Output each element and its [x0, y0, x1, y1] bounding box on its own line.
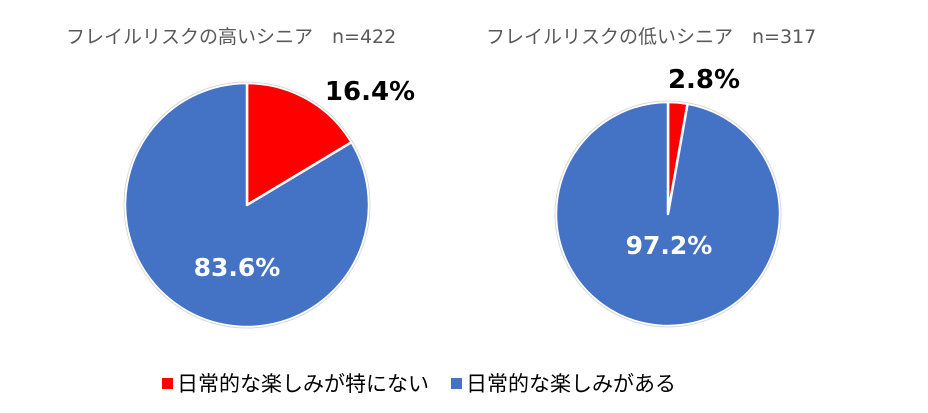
- pie-1-outline: [554, 100, 782, 328]
- pie-0-outline: [123, 81, 371, 329]
- pie-0-data-label-have: 83.6%: [194, 253, 281, 282]
- pie-1-slice-have: [554, 100, 782, 328]
- legend-swatch-have: [451, 377, 462, 389]
- pie-0-slice-not-have: [245, 81, 353, 207]
- legend-label-not-have: 日常的な楽しみが特にない: [177, 372, 429, 396]
- pie-0-slice-have: [123, 81, 371, 329]
- legend-item-not-have: 日常的な楽しみが特にない: [162, 368, 429, 398]
- chart-title-high-risk: フレイルリスクの高いシニア n=422: [66, 26, 397, 48]
- legend-label-have: 日常的な楽しみがある: [466, 372, 676, 396]
- pie-1-data-label-not-have: 2.8%: [668, 65, 740, 95]
- chart-title-low-risk: フレイルリスクの低いシニア n=317: [486, 26, 817, 48]
- legend-swatch-not-have: [162, 377, 173, 389]
- legend-item-have: 日常的な楽しみがある: [451, 368, 676, 398]
- pie-1-data-label-have: 97.2%: [626, 231, 713, 260]
- legend: 日常的な楽しみが特にない 日常的な楽しみがある: [162, 368, 698, 398]
- pie-0-data-label-not-have: 16.4%: [325, 77, 415, 107]
